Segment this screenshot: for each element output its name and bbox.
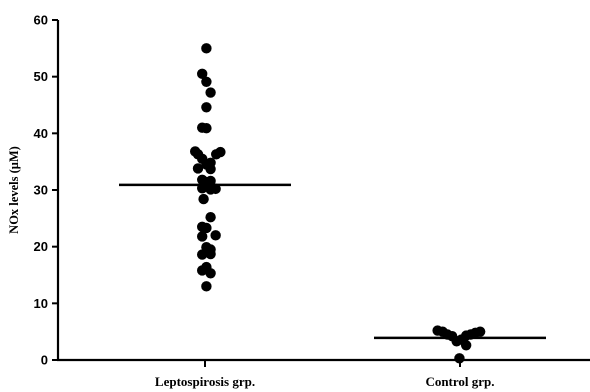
data-point	[210, 230, 221, 241]
data-point	[215, 146, 226, 158]
median-lines	[119, 183, 546, 340]
data-point	[197, 68, 208, 80]
y-axis-label: NOx levels (μM)	[7, 146, 21, 234]
data-point	[454, 353, 465, 364]
data-point	[201, 43, 212, 54]
data-point	[197, 231, 208, 242]
x-category-label: Control grp.	[425, 374, 494, 389]
data-point	[205, 175, 216, 187]
data-point	[205, 87, 216, 98]
y-axis: 0 10 20 30 40 50 60	[34, 13, 60, 368]
data-point	[201, 281, 212, 292]
data-point	[205, 268, 216, 279]
y-tick-label: 50	[34, 69, 48, 84]
data-point	[210, 183, 221, 195]
data-point	[460, 340, 472, 351]
data-point	[198, 193, 209, 205]
data-point	[197, 249, 208, 260]
y-tick-label: 30	[34, 183, 48, 198]
data-point	[205, 163, 216, 175]
data-point	[474, 326, 486, 337]
y-tick-label: 0	[41, 353, 48, 368]
y-tick-label: 20	[34, 239, 48, 254]
data-point	[192, 163, 204, 174]
x-axis: Leptospirosis grp. Control grp.	[57, 358, 590, 389]
data-point	[205, 248, 216, 260]
y-tick-label: 10	[34, 296, 48, 311]
x-category-label: Leptospirosis grp.	[155, 374, 255, 389]
data-points	[190, 43, 486, 364]
y-tick-label: 60	[34, 13, 48, 28]
data-point	[201, 222, 212, 234]
data-point	[205, 212, 216, 223]
data-point	[201, 123, 212, 134]
data-point	[201, 102, 212, 113]
data-point	[201, 76, 212, 87]
y-tick-label: 40	[34, 126, 48, 141]
data-point	[197, 183, 208, 194]
